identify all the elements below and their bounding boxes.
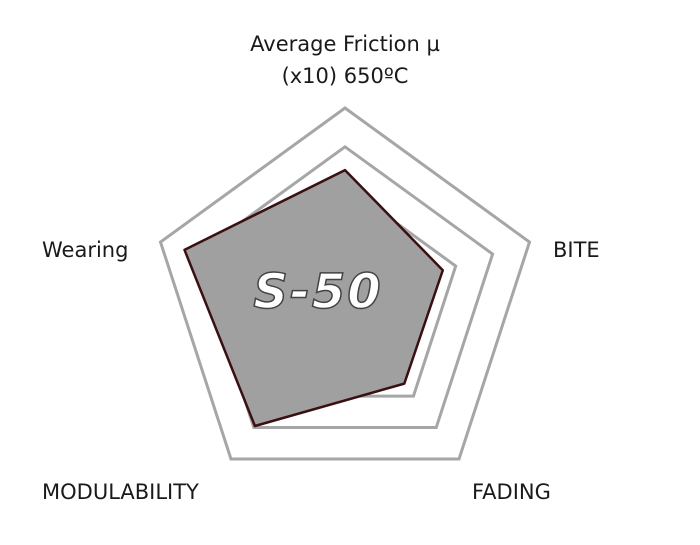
axis-label: Average Friction µ (x10) 650ºC xyxy=(250,32,440,88)
grid-ring xyxy=(158,106,532,461)
center-label: S-50 xyxy=(253,264,382,320)
axis-label: FADING xyxy=(472,480,551,504)
axis-label: MODULABILITY xyxy=(42,480,199,504)
axis-label: BITE xyxy=(553,238,600,262)
axis-label: Wearing xyxy=(42,238,129,262)
data-area xyxy=(183,168,445,428)
